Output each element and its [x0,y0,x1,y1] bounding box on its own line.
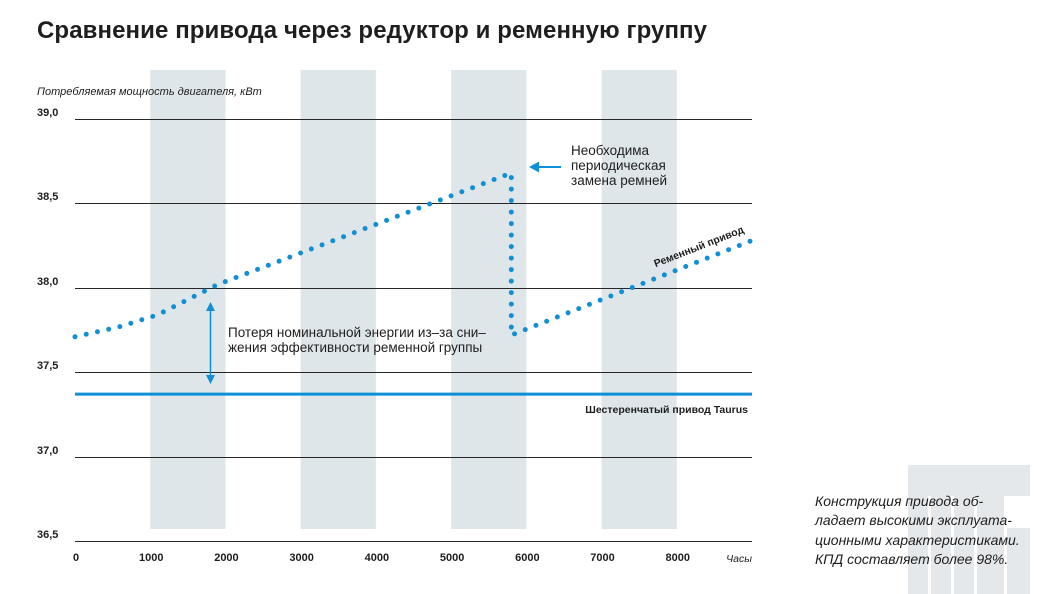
shaded-bands [150,70,677,529]
y-tick-label: 38,5 [37,191,59,204]
x-tick-label: 0 [72,552,80,564]
annotation-energy-loss: Потеря номинальной энергии из–за сни– же… [228,325,486,355]
shaded-band-4 [601,70,677,529]
x-axis-label: Часы [726,553,752,565]
annotation-line: замена ремней [571,173,668,188]
logo-block [908,465,1030,496]
series-lines [72,170,755,396]
gridlines [75,119,752,542]
logo-block [1007,528,1030,594]
side-note: Конструкция привода об- ладает высокими … [815,492,1020,569]
side-note-line: КПД составляет более 98%. [815,550,1009,567]
x-tick-label: 8000 [665,552,691,564]
y-tick-label: 38,0 [37,275,59,288]
y-tick-label: 37,5 [37,360,59,373]
x-tick-label: 5000 [439,552,465,564]
shaded-band-1 [150,70,226,529]
energy-loss-arrow-head-top [206,302,215,311]
logo-block [954,496,974,594]
annotation-line: Необходима [571,143,650,158]
y-tick-label: 39,0 [37,107,59,119]
energy-loss-arrow-head-bottom [206,375,215,384]
logo-block [908,496,928,594]
x-tick-label: 6000 [515,552,540,564]
shaded-band-3 [451,70,527,529]
annotation-line: жения эффективности ременной группы [228,340,483,355]
y-axis-label: Потребляемая мощность двигателя, кВт [37,86,262,98]
x-tick-label: 7000 [590,552,615,564]
x-tick-label: 2000 [214,552,239,564]
x-tick-label: 3000 [289,552,314,564]
logo-block [931,496,951,594]
x-tick-label: 1000 [138,552,164,564]
annotation-line: периодическая [571,158,666,173]
series-label-taurus-gear-drive: Шестеренчатый привод Taurus [585,404,748,417]
chart-title: Сравнение привода через редуктор и ремен… [37,17,708,44]
series-belt-drive-line [72,170,755,340]
annotation-arrows [206,161,561,384]
side-note-line: ционными характеристиками. [815,531,1020,548]
belt-replacement-arrow-head [529,161,539,173]
annotation-belt-replacement: Необходима периодическая замена ремней [571,143,667,188]
y-tick-label: 37,0 [37,444,59,457]
side-note-line: Конструкция привода об- [815,493,984,509]
logo-block [977,496,1004,594]
side-note-line: ладает высокими эксплуата- [815,512,1012,529]
shaded-band-2 [300,70,376,529]
y-tick-label: 36,5 [37,529,59,541]
annotation-line: Потеря номинальной энергии из–за сни– [228,325,486,340]
x-tick-label: 4000 [364,552,390,564]
